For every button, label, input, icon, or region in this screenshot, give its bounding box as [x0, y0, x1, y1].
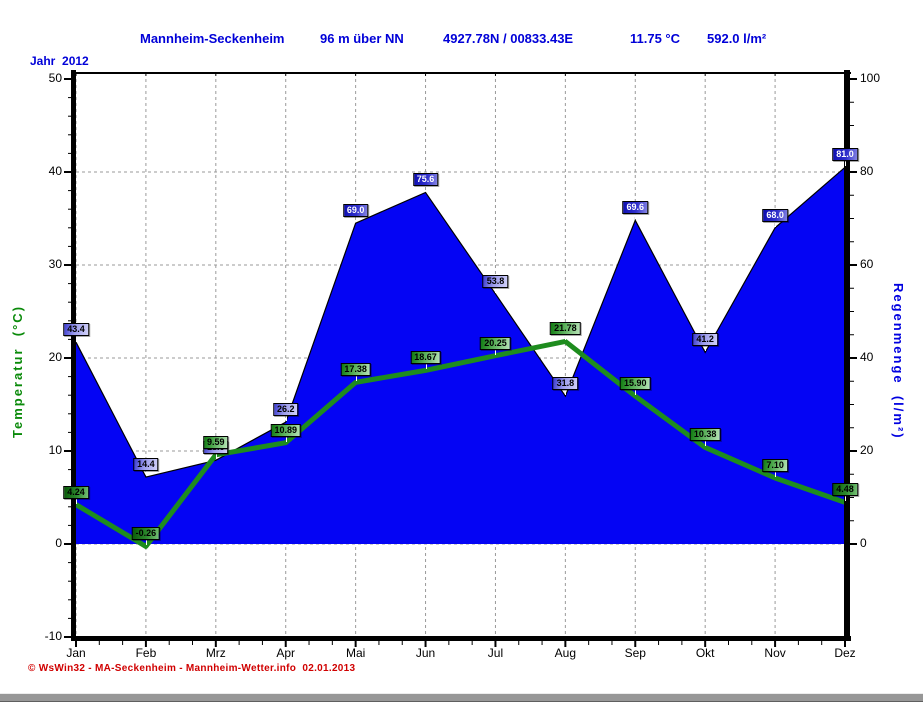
left-axis-tick-label: 40: [48, 164, 62, 178]
total-rainfall-value: 592.0 l/m²: [707, 31, 767, 46]
temperature-label-connector: [565, 335, 567, 341]
rain-label-connector: [285, 416, 287, 422]
rain-value-badge: 53.8: [482, 274, 509, 288]
x-axis-month-label: Jan: [66, 646, 86, 660]
rain-value-badge: 26.2: [272, 403, 299, 417]
temperature-line: [73, 338, 848, 549]
station-name: Mannheim-Seckenheim: [140, 31, 285, 46]
left-axis-tick-label: 0: [55, 536, 62, 550]
taskbar-strip: [0, 693, 923, 702]
left-axis-tick-label: 30: [48, 257, 62, 271]
right-axis-tick-label: 80: [860, 164, 874, 178]
x-axis-month-label: Mrz: [205, 646, 226, 660]
left-axis-line: [71, 70, 76, 641]
left-axis-tick-label: 10: [48, 443, 62, 457]
rain-value-badge: 31.8: [552, 377, 579, 391]
rain-value-badge: 41.2: [692, 333, 718, 347]
temperature-value-badge: 18.67: [410, 351, 441, 365]
rain-label-connector: [705, 346, 707, 352]
left-axis-title: Temperatur (°C): [10, 304, 25, 438]
temperature-value-badge: 21.78: [550, 322, 581, 336]
temperature-value-badge: 9.59: [203, 435, 229, 449]
bottom-axis-line: [71, 636, 851, 641]
x-axis-month-label: Okt: [695, 646, 715, 660]
rain-label-connector: [145, 471, 147, 477]
left-axis-tick-label: 20: [48, 350, 62, 364]
x-axis-month-label: Aug: [554, 646, 577, 660]
rain-value-badge: 43.4: [63, 323, 89, 337]
rain-value-badge: 69.6: [622, 201, 649, 215]
right-axis-tick-label: 100: [860, 71, 881, 85]
rain-value-badge: 14.4: [133, 458, 159, 472]
right-axis-tick-label: 40: [860, 350, 874, 364]
x-axis-month-label: Dez: [834, 646, 856, 660]
x-axis-month-label: Apr: [276, 646, 296, 660]
rain-value-badge: 75.6: [412, 173, 439, 187]
right-axis-title: Regenmenge (l/m²): [891, 283, 906, 440]
temperature-label-connector: [705, 441, 707, 447]
x-axis-month-label: Jul: [487, 646, 504, 660]
right-axis-tick-label: 0: [860, 536, 867, 550]
x-axis-month-label: Mai: [345, 646, 366, 660]
rain-label-connector: [635, 214, 637, 220]
station-coordinates: 4927.78N / 00833.43E: [443, 31, 574, 46]
temperature-label-connector: [285, 436, 287, 442]
left-axis-tick-label: -10: [44, 629, 62, 643]
right-axis-line: [844, 70, 850, 641]
right-axis-tick-label: 20: [860, 443, 874, 457]
x-axis-month-label: Sep: [624, 646, 646, 660]
rain-label-connector: [76, 336, 77, 342]
top-border: [71, 72, 851, 74]
rain-area: [76, 167, 845, 544]
temperature-label-connector: [145, 540, 147, 546]
rain-label-connector: [355, 217, 357, 223]
mean-temperature-value: 11.75 °C: [630, 31, 681, 46]
temperature-value-badge: 15.90: [620, 377, 651, 391]
x-axis-month-label: Nov: [764, 646, 786, 660]
temperature-value-badge: 10.38: [689, 428, 721, 442]
rain-value-badge: 69.0: [342, 204, 369, 218]
temperature-value-badge: 7.10: [762, 458, 788, 472]
temperature-value-badge: 4.48: [832, 483, 858, 497]
year-label: Jahr 2012: [30, 54, 89, 68]
rain-label-connector: [845, 161, 846, 167]
temperature-value-badge: 4.24: [63, 485, 89, 499]
rain-label-connector: [775, 221, 777, 227]
climate-chart-plot: [64, 70, 857, 647]
rain-area-outline: [75, 166, 846, 478]
footer-credit: © WsWin32 - MA-Seckenheim - Mannheim-Wet…: [28, 663, 356, 674]
temperature-value-badge: 10.89: [270, 423, 301, 437]
temperature-label-connector: [845, 496, 846, 502]
rain-label-connector: [215, 454, 217, 460]
rain-value-badge: 81.0: [832, 148, 858, 162]
x-axis-month-label: Jun: [415, 646, 436, 660]
station-altitude: 96 m über NN: [320, 31, 404, 46]
temperature-label-connector: [425, 364, 427, 370]
rain-label-connector: [565, 390, 567, 396]
rain-value-badge: 68.0: [762, 208, 788, 222]
rain-label-connector: [495, 287, 497, 293]
temperature-label-connector: [775, 471, 777, 477]
temperature-value-badge: -0.26: [131, 527, 161, 541]
rain-label-connector: [425, 186, 427, 192]
right-axis-tick-label: 60: [860, 257, 874, 271]
temperature-label-connector: [635, 390, 637, 396]
temperature-label-connector: [76, 498, 77, 504]
temperature-value-badge: 20.25: [480, 336, 511, 350]
x-axis-month-label: Feb: [135, 646, 157, 660]
chart-labels-layer: 50 40 30 20 10 0 -10 100 80 60 40 20 0 Jan Feb Mrz Apr Ma…: [44, 71, 881, 661]
temperature-label-connector: [495, 349, 497, 355]
temperature-label-connector: [355, 376, 357, 382]
left-axis-tick-label: 50: [48, 71, 62, 85]
temperature-value-badge: 17.38: [340, 363, 371, 377]
